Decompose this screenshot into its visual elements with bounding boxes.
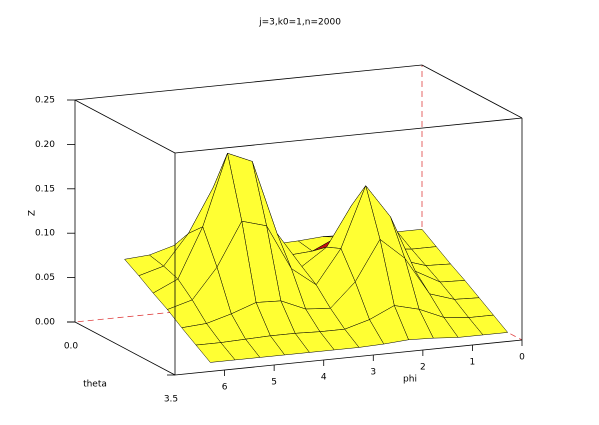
chart-title: j=3,k0=1,n=2000 — [258, 18, 341, 28]
phi-tick-label: 2 — [420, 363, 426, 373]
phi-tick-label: 0 — [519, 353, 525, 363]
phi-tick-label: 5 — [271, 378, 277, 388]
theta-tick-label: 3.5 — [164, 395, 178, 405]
z-tick-label: 0.05 — [35, 273, 55, 283]
phi-axis-label: phi — [403, 375, 417, 385]
z-tick-label: 0.15 — [35, 184, 55, 194]
box-edge — [174, 117, 523, 154]
theta-axis-label: theta — [83, 380, 107, 390]
phi-tick-label: 3 — [370, 368, 376, 378]
z-axis-label: Z — [28, 210, 38, 216]
theta-tick-label: 0.0 — [64, 342, 79, 352]
phi-tick-label: 1 — [470, 358, 476, 368]
phi-tick-label: 4 — [321, 373, 327, 383]
box-edge — [174, 339, 523, 376]
z-tick-label: 0.25 — [35, 96, 55, 106]
phi-tick-label: 6 — [222, 383, 228, 393]
box-edge — [74, 321, 176, 376]
surface-patch — [195, 342, 236, 363]
box-edge — [74, 99, 176, 154]
z-tick-label: 0.00 — [35, 318, 55, 328]
z-tick-label: 0.20 — [35, 140, 55, 150]
box-edge — [74, 64, 423, 101]
box-edge — [421, 64, 523, 119]
z-tick-label: 0.10 — [35, 229, 55, 239]
